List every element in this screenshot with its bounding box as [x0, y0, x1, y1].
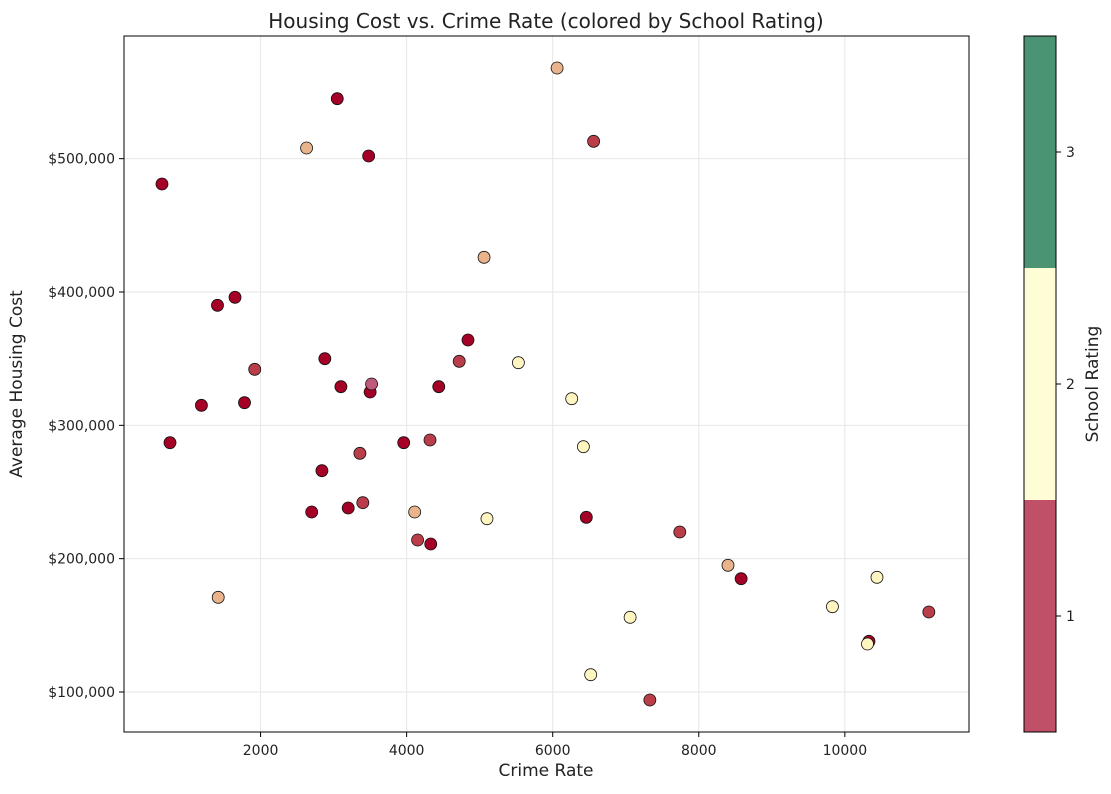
data-point	[305, 505, 319, 519]
colorbar-band	[1024, 500, 1056, 732]
y-tick-label: $100,000	[48, 685, 115, 701]
data-point	[477, 250, 491, 264]
data-point	[480, 512, 494, 526]
colorbar-tick-label: 1	[1066, 609, 1075, 625]
data-point	[365, 377, 378, 391]
y-tick-label: $300,000	[48, 418, 115, 434]
data-point	[228, 290, 242, 304]
data-point	[356, 496, 370, 510]
chart-title: Housing Cost vs. Crime Rate (colored by …	[268, 9, 823, 33]
data-point	[861, 637, 874, 651]
colorbar-label: School Rating	[1083, 326, 1103, 443]
data-point	[579, 510, 593, 524]
data-point	[565, 392, 579, 406]
gridlines	[124, 36, 969, 732]
data-point	[334, 380, 348, 394]
data-point	[238, 396, 251, 410]
colorbar-tick-label: 3	[1066, 145, 1075, 161]
data-point	[826, 600, 839, 614]
data-point	[432, 380, 446, 394]
y-tick-label: $200,000	[48, 552, 115, 568]
y-axis-label: Average Housing Cost	[7, 290, 27, 478]
y-axis-ticks: $100,000 $200,000 $300,000 $400,000 $500,000	[48, 152, 124, 701]
y-tick-label: $500,000	[48, 152, 115, 168]
data-point	[550, 61, 564, 75]
data-point	[424, 537, 438, 551]
data-point	[211, 298, 224, 312]
data-point	[163, 436, 177, 450]
data-point	[461, 333, 475, 347]
data-point	[408, 505, 422, 519]
data-point	[673, 525, 687, 539]
x-tick-label: 2000	[243, 743, 279, 759]
data-point	[315, 464, 329, 478]
data-point	[248, 362, 262, 376]
colorbar-band	[1024, 268, 1056, 500]
data-point	[584, 668, 598, 682]
data-point	[318, 352, 332, 366]
data-point	[576, 440, 590, 454]
x-axis-label: Crime Rate	[499, 761, 594, 781]
data-point	[623, 610, 637, 624]
x-axis-ticks: 2000 4000 6000 8000 10000	[243, 732, 867, 759]
data-point	[397, 436, 411, 450]
data-point	[922, 605, 936, 619]
data-point	[643, 693, 657, 707]
data-point	[211, 590, 225, 604]
x-tick-label: 4000	[389, 743, 425, 759]
colorbar: 1 2 3	[1023, 35, 1075, 733]
data-point	[452, 354, 466, 368]
data-point	[734, 572, 748, 586]
data-point	[511, 356, 525, 370]
y-tick-label: $400,000	[48, 285, 115, 301]
data-point	[330, 92, 344, 106]
data-point	[195, 398, 208, 412]
data-point	[423, 433, 437, 447]
colorbar-tick-label: 2	[1066, 377, 1075, 393]
data-point	[362, 149, 376, 163]
plot-frame	[123, 35, 970, 733]
colorbar-band	[1024, 36, 1056, 268]
data-point	[721, 558, 735, 572]
data-point	[411, 533, 424, 547]
data-point	[353, 446, 367, 460]
data-point	[341, 501, 355, 515]
data-point	[587, 134, 601, 148]
data-point	[870, 570, 884, 584]
x-tick-label: 10000	[823, 743, 868, 759]
data-point	[155, 177, 169, 191]
x-tick-label: 8000	[681, 743, 717, 759]
data-points	[155, 61, 936, 707]
x-tick-label: 6000	[535, 743, 571, 759]
data-point	[300, 141, 313, 155]
